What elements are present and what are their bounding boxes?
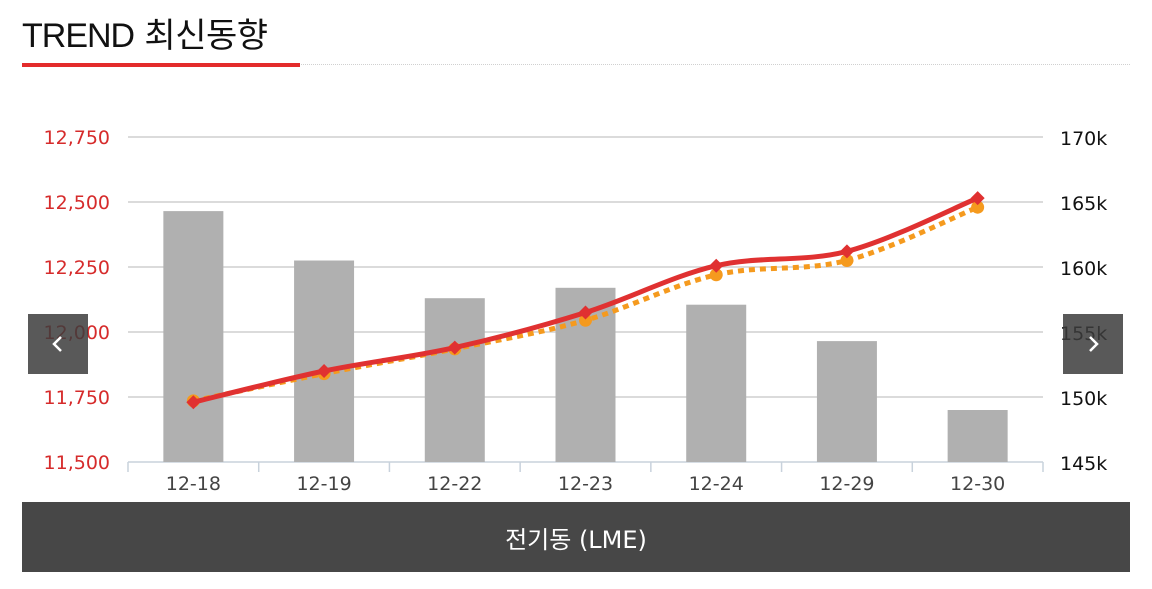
x-tick-label: 12-24	[689, 473, 744, 495]
page-title-en: TREND	[22, 17, 135, 55]
x-tick-label: 12-18	[166, 473, 221, 495]
page-title: TREND 최신동향	[22, 8, 268, 57]
point-solid-12-30	[970, 191, 985, 206]
y-left-tick-label: 12,250	[44, 257, 110, 279]
x-tick-label: 12-29	[819, 473, 874, 495]
page-title-ko: 최신동향	[144, 16, 268, 56]
title-divider	[22, 64, 1130, 65]
x-tick-label: 12-22	[427, 473, 482, 495]
point-solid-12-18	[186, 395, 201, 410]
title-accent-bar	[22, 63, 300, 67]
x-tick-label: 12-30	[950, 473, 1005, 495]
point-solid-12-29	[839, 244, 854, 259]
x-tick-label: 12-23	[558, 473, 613, 495]
next-button[interactable]	[1063, 314, 1123, 374]
y-left-tick-label: 11,750	[44, 387, 110, 409]
bar-12-22	[424, 298, 485, 462]
section-header: TREND 최신동향	[22, 8, 268, 57]
bar-12-18	[163, 211, 224, 462]
trend-chart: 11,50011,75012,00012,25012,50012,750145k…	[44, 127, 1108, 495]
point-solid-12-19	[317, 364, 332, 378]
chart-caption-label: 전기동 (LME)	[505, 525, 647, 554]
chevron-right-icon	[1089, 336, 1099, 352]
point-dotted-12-24	[709, 268, 723, 282]
x-tick-label: 12-19	[296, 473, 351, 495]
y-left-tick-label: 12,750	[44, 127, 110, 149]
point-dotted-12-23	[579, 313, 592, 327]
prev-button[interactable]	[28, 314, 88, 374]
point-dotted-12-30	[971, 200, 985, 214]
y-right-tick-label: 170k	[1060, 128, 1107, 150]
point-solid-12-22	[447, 340, 462, 355]
point-solid-12-24	[709, 258, 724, 273]
point-solid-12-23	[578, 305, 593, 320]
y-right-tick-label: 150k	[1060, 388, 1107, 410]
y-right-tick-label: 145k	[1060, 453, 1107, 475]
bar-12-29	[816, 341, 877, 462]
bar-12-30	[947, 410, 1008, 462]
y-left-tick-label: 12,500	[44, 192, 110, 214]
y-right-tick-label: 165k	[1060, 193, 1107, 215]
bar-12-19	[294, 260, 355, 462]
point-dotted-12-29	[840, 254, 854, 267]
chevron-left-icon	[52, 336, 62, 352]
y-right-tick-label: 160k	[1060, 258, 1107, 280]
y-left-tick-label: 11,500	[44, 452, 110, 474]
chart-caption-bar[interactable]: 전기동 (LME)	[22, 502, 1130, 572]
bar-12-24	[686, 304, 747, 462]
